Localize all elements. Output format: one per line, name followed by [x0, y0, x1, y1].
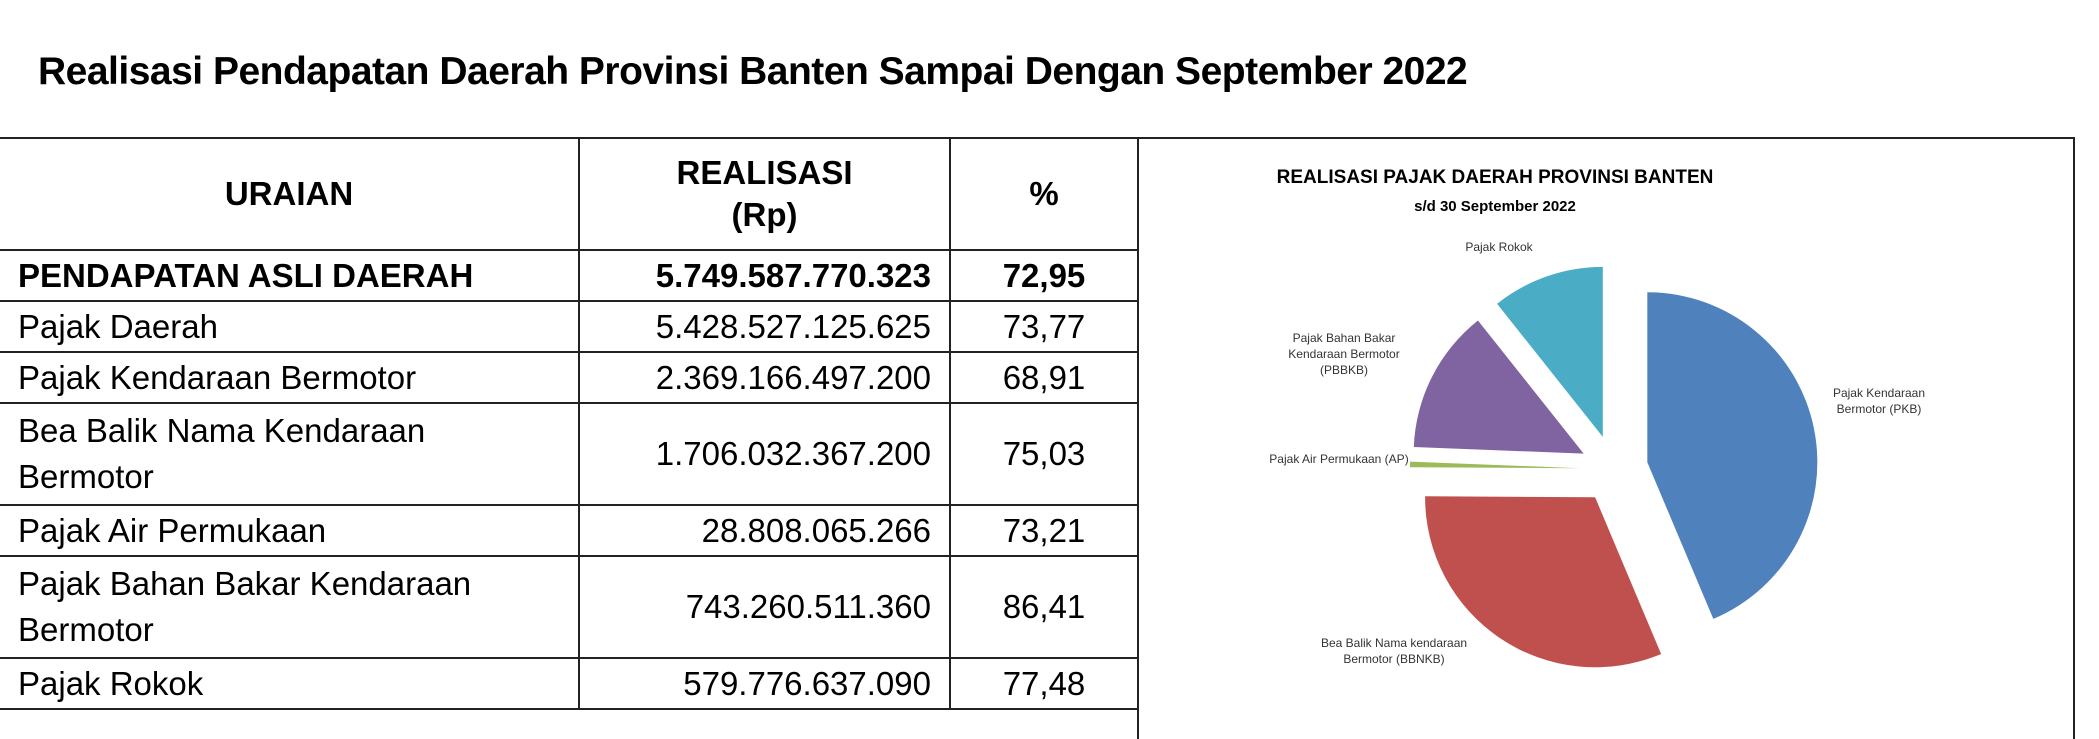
cell-pct: 72,95	[949, 249, 1139, 302]
table-row: Pajak Bahan Bakar Kendaraan Bermotor 743.…	[0, 555, 1139, 659]
cell-pct: 73,77	[949, 300, 1139, 353]
cell-uraian: Bea Balik Nama Kendaraan Bermotor	[0, 402, 580, 506]
slice-label-line: (PBBKB)	[1320, 363, 1368, 377]
slice-label: Pajak Air Permukaan (AP)	[1269, 452, 1408, 466]
cell-uraian: Pajak Kendaraan Bermotor	[0, 351, 580, 404]
pie-chart: REALISASI PAJAK DAERAH PROVINSI BANTEN s…	[1269, 167, 1925, 668]
slice-label-line: Kendaraan Bermotor	[1288, 347, 1399, 361]
cell-pct: 75,03	[949, 402, 1139, 506]
table-row: Pajak Rokok 579.776.637.090 77,48	[0, 657, 1139, 710]
cell-uraian: PENDAPATAN ASLI DAERAH	[0, 249, 580, 302]
slice-label: Pajak Bahan Bakar Kendaraan Bermotor (PBBK…	[1288, 331, 1399, 377]
header-realisasi-line1: REALISASI	[676, 154, 853, 191]
table-row: Pajak Daerah 5.428.527.125.625 73,77	[0, 300, 1139, 353]
cell-pct: 86,41	[949, 555, 1139, 659]
slice-label-line: Pajak Air Permukaan (AP)	[1269, 452, 1408, 466]
cell-realisasi: 5.428.527.125.625	[578, 300, 951, 353]
cell-realisasi: 1.706.032.367.200	[578, 402, 951, 506]
slice-label-line: Bea Balik Nama kendaraan	[1321, 636, 1467, 650]
header-realisasi: REALISASI (Rp)	[578, 137, 951, 251]
pie-slice-0	[1647, 292, 1818, 619]
cell-realisasi: 5.749.587.770.323	[578, 249, 951, 302]
header-pct: %	[949, 137, 1139, 251]
slice-label: Pajak Rokok	[1465, 240, 1533, 254]
pie-slice-2	[1410, 461, 1581, 469]
cell-uraian: Pajak Air Permukaan	[0, 504, 580, 557]
cell-uraian: Pajak Daerah	[0, 300, 580, 353]
table-row: Pajak Air Permukaan 28.808.065.266 73,21	[0, 504, 1139, 557]
slice-label-line: Bermotor (BBNKB)	[1343, 652, 1444, 666]
header-realisasi-line2: (Rp)	[731, 196, 798, 233]
pie-slice-3	[1413, 320, 1584, 454]
table-row: PENDAPATAN ASLI DAERAH 5.749.587.770.323 7…	[0, 249, 1139, 302]
cell-pct: 77,48	[949, 657, 1139, 710]
cell-realisasi: 579.776.637.090	[578, 657, 951, 710]
table-row: Bea Balik Nama Kendaraan Bermotor 1.706.0…	[0, 402, 1139, 506]
chart-subtitle: s/d 30 September 2022	[1414, 198, 1576, 215]
cell-uraian: Pajak Rokok	[0, 657, 580, 710]
cell-pct: 73,21	[949, 504, 1139, 557]
slice-label: Pajak Kendaraan Bermotor (PKB)	[1833, 386, 1925, 416]
slice-label-line: Pajak Rokok	[1465, 240, 1533, 254]
pie-slice-1	[1425, 496, 1662, 668]
pie-slice-4	[1497, 266, 1603, 437]
pie-chart-panel: REALISASI PAJAK DAERAH PROVINSI BANTEN s…	[1137, 137, 2075, 739]
slice-label-line: Pajak Kendaraan	[1833, 386, 1925, 400]
header-uraian: URAIAN	[0, 137, 580, 251]
chart-title: REALISASI PAJAK DAERAH PROVINSI BANTEN	[1277, 167, 1714, 188]
cell-pct: 68,91	[949, 351, 1139, 404]
cell-realisasi: 28.808.065.266	[578, 504, 951, 557]
table-row: Pajak Kendaraan Bermotor 2.369.166.497.20…	[0, 351, 1139, 404]
cell-uraian: Pajak Bahan Bakar Kendaraan Bermotor	[0, 555, 580, 659]
table-header: URAIAN REALISASI (Rp) %	[0, 137, 1139, 251]
page-title: Realisasi Pendapatan Daerah Provinsi Ban…	[38, 50, 1468, 93]
cell-realisasi: 2.369.166.497.200	[578, 351, 951, 404]
slice-label: Bea Balik Nama kendaraan Bermotor (BBNKB)	[1321, 636, 1467, 666]
revenue-table: URAIAN REALISASI (Rp) % PENDAPATAN ASLI D…	[0, 137, 1139, 710]
slice-label-line: Pajak Bahan Bakar	[1293, 331, 1396, 345]
cell-realisasi: 743.260.511.360	[578, 555, 951, 659]
slice-label-line: Bermotor (PKB)	[1837, 402, 1922, 416]
